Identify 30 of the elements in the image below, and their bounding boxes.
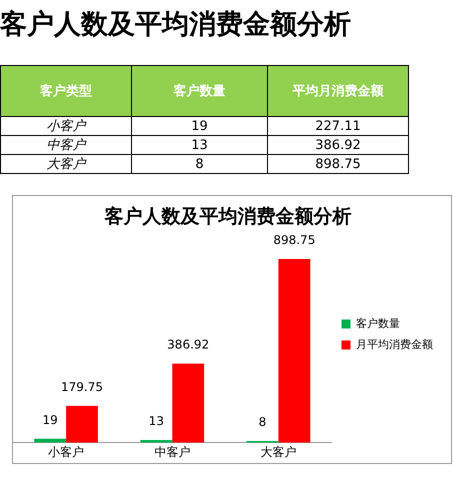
x-tick-label: 大客户: [260, 445, 296, 460]
text: 386.92: [268, 136, 408, 154]
data-label: 386.92: [167, 338, 210, 352]
data-label: 8: [258, 415, 266, 430]
data-label: 19: [42, 412, 58, 427]
text: 19: [132, 116, 268, 136]
data-label: 179.75: [61, 380, 104, 394]
x-tick-label: 中客户: [154, 445, 190, 460]
text: 客户人数及平均消费金额分析: [0, 8, 351, 42]
data-label: 898.75: [273, 233, 316, 248]
chart-title: 客户人数及平均消费金额分析: [104, 205, 352, 228]
category-label: 客户类型: [0, 66, 132, 116]
data-label: 13: [148, 414, 164, 428]
bar: [172, 364, 204, 443]
bar: [66, 406, 98, 443]
category-label: 平均月消费金额: [268, 66, 408, 116]
text: 大客户: [0, 154, 132, 174]
bar: [140, 440, 172, 443]
bar: [278, 259, 310, 443]
text: 中客户: [0, 136, 132, 154]
category-label: 客户数量: [132, 66, 268, 116]
text: 13: [132, 136, 268, 154]
text: 8: [132, 154, 268, 174]
text: 227.11: [268, 116, 408, 136]
text: 小客户: [0, 116, 132, 136]
legend-label: 月平均消费金额: [356, 338, 433, 352]
bar: [34, 438, 66, 443]
x-tick-label: 小客户: [48, 445, 84, 460]
text: 898.75: [268, 154, 408, 174]
legend-label: 客户数量: [356, 317, 400, 330]
